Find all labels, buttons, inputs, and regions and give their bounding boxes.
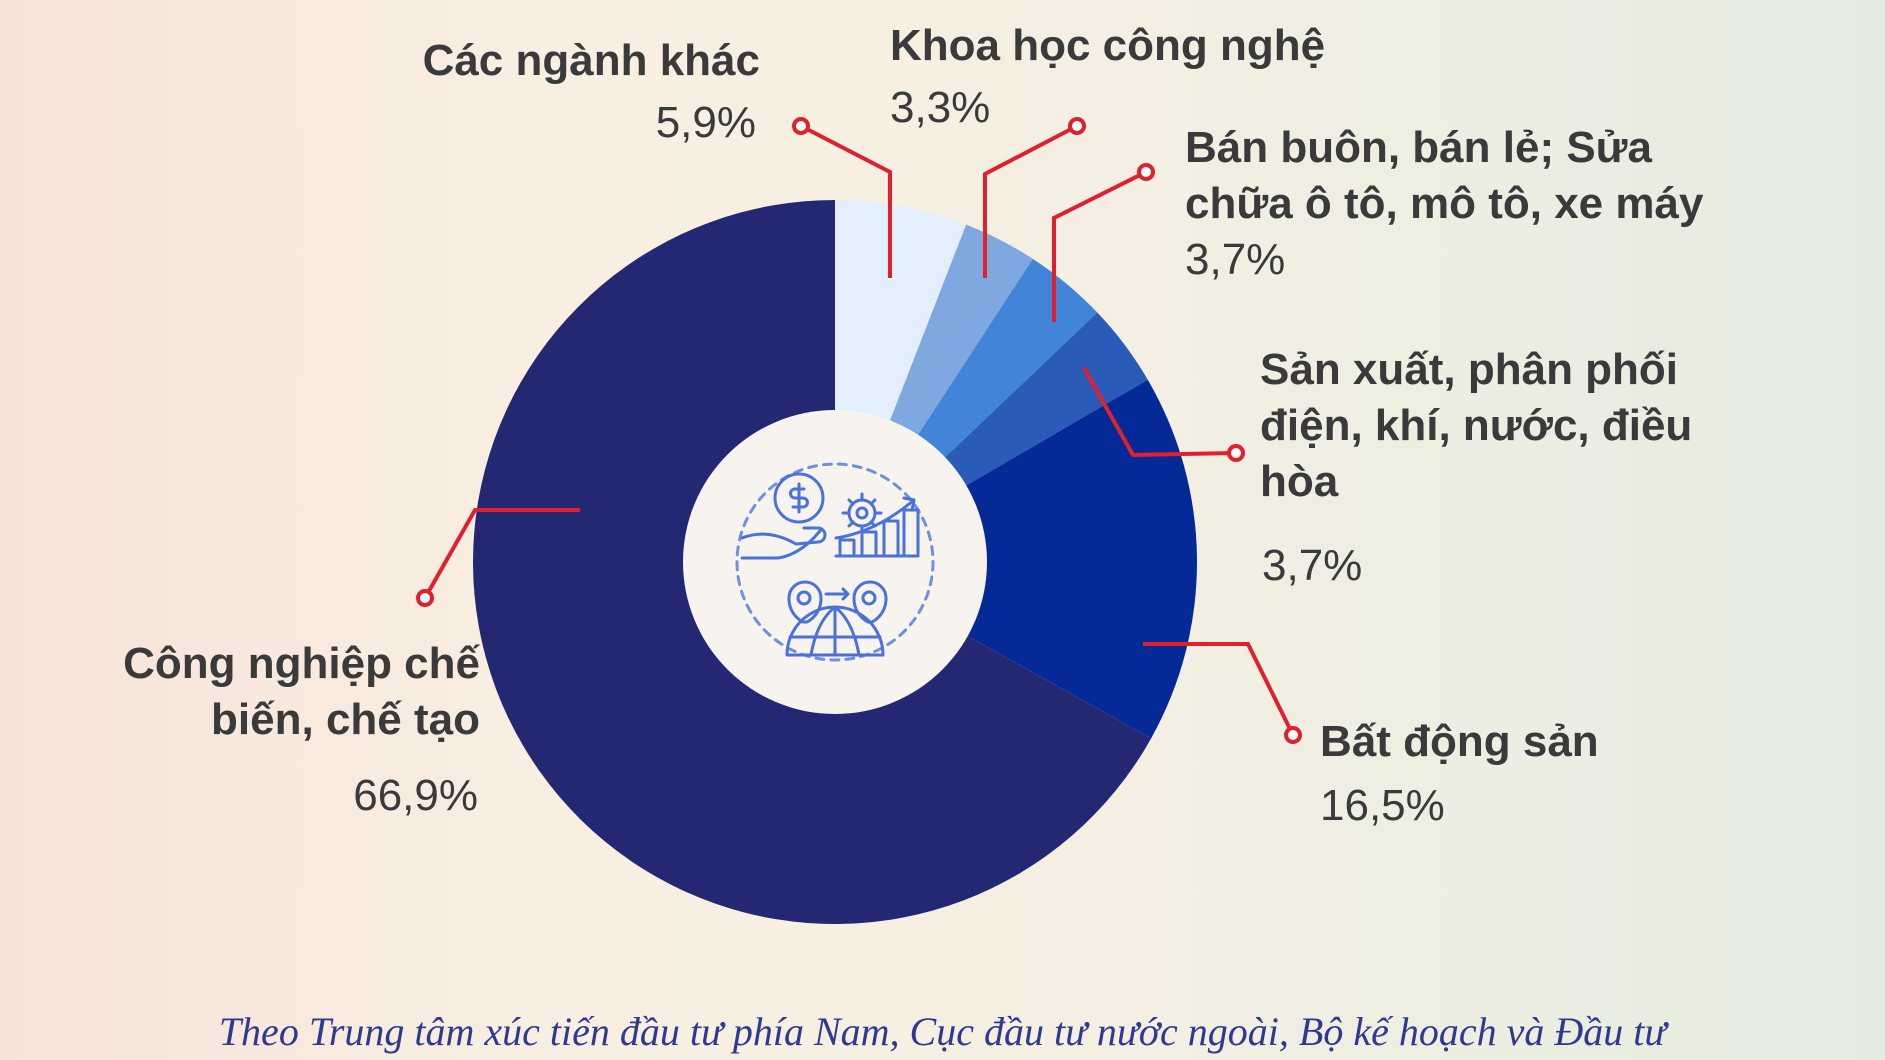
pie-slice (473, 200, 1152, 924)
slice-label: Khoa học công nghệ (890, 21, 1325, 70)
pie-slice (964, 379, 1197, 739)
leader-dot (792, 117, 810, 135)
leader-line (1082, 367, 1237, 458)
pie-slice (889, 224, 1033, 437)
slice-value-label: 66,9% (353, 771, 478, 820)
donut-center (683, 410, 987, 714)
slice-labels: Các ngành khác 5,9% Khoa học công nghệ 3,3%… (123, 21, 1704, 830)
slice-label: Các ngành khác (423, 36, 760, 85)
investment-growth-icon (735, 462, 935, 662)
leader-dot (416, 589, 434, 607)
leader-lines (416, 117, 1302, 744)
slice-label: Bán buôn, bán lẻ; Sửa (1185, 123, 1653, 172)
leader-line (1143, 642, 1295, 736)
leader-dot (1284, 726, 1302, 744)
slice-value-label: 16,5% (1320, 781, 1445, 830)
donut-slices (473, 200, 1197, 924)
leader-line (1052, 170, 1147, 322)
slice-label: chữa ô tô, mô tô, xe máy (1185, 179, 1704, 228)
leader-line (983, 124, 1078, 278)
slice-label: biến, chế tạo (211, 695, 480, 744)
source-note: Theo Trung tâm xúc tiến đầu tư phía Nam,… (218, 1009, 1667, 1054)
leader-dot (1227, 444, 1245, 462)
pie-slice (943, 312, 1148, 487)
slice-value-label: 5,9% (656, 98, 756, 147)
leader-dot (1068, 117, 1086, 135)
pie-slice (835, 200, 967, 423)
leader-line (423, 508, 580, 599)
leader-line (800, 124, 892, 278)
slice-label: Bất động sản (1320, 717, 1599, 766)
slice-label: hòa (1260, 457, 1339, 506)
slice-label: Sản xuất, phân phối (1260, 345, 1678, 394)
slice-value-label: 3,3% (890, 83, 990, 132)
slice-label: điện, khí, nước, điều (1260, 401, 1692, 450)
slice-label: Công nghiệp chế (123, 639, 480, 688)
leader-dot (1137, 163, 1155, 181)
slice-value-label: 3,7% (1262, 541, 1362, 590)
slice-value-label: 3,7% (1185, 235, 1285, 284)
